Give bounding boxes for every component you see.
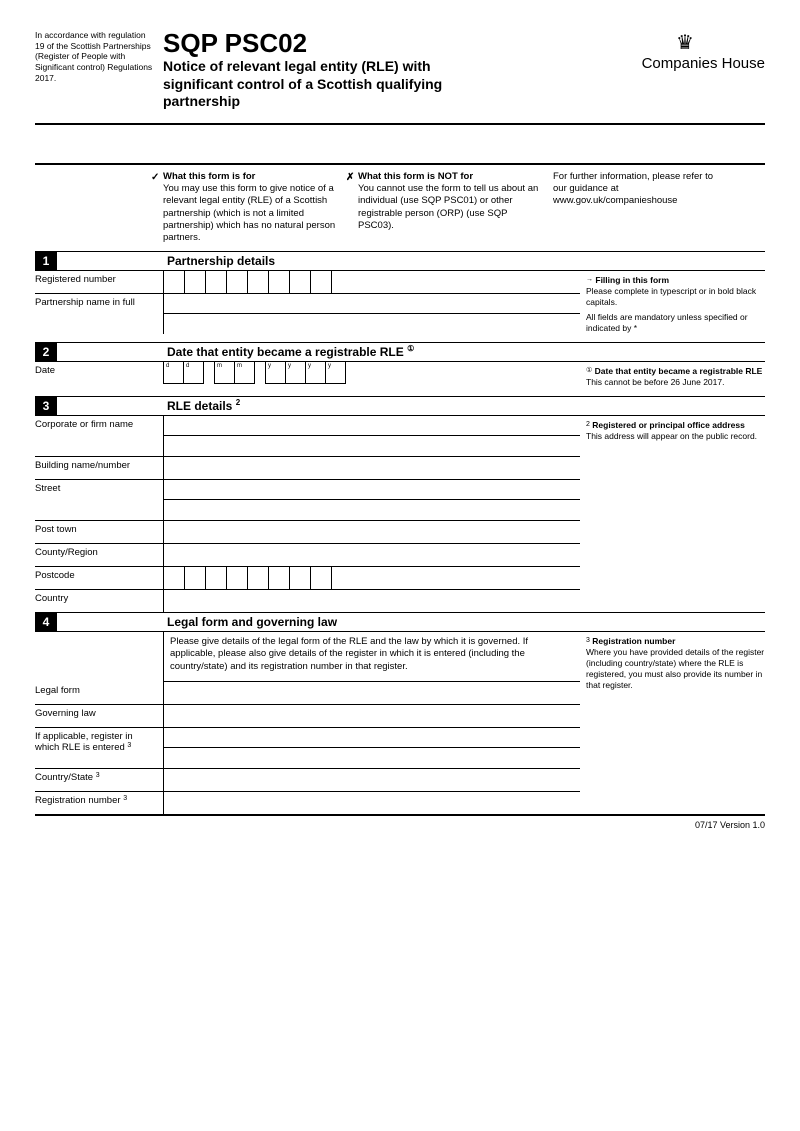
form-title: Notice of relevant legal entity (RLE) wi… — [163, 58, 463, 111]
regnumber-label: Registration number 3 — [35, 792, 163, 814]
partnership-name-label: Partnership name in full — [35, 294, 163, 334]
sup-3: 3 — [586, 637, 590, 644]
section-2-title: Date that entity became a registrable RL… — [163, 344, 765, 359]
note-title-4: Registration number — [592, 636, 675, 646]
info-not-for: ✗ What this form is NOT for You cannot u… — [358, 171, 553, 245]
section-2-num: 2 — [35, 343, 57, 361]
section-4-num: 4 — [35, 613, 57, 631]
info-for-body: You may use this form to give notice of … — [163, 183, 335, 243]
section-1-notes: → Filling in this formPlease complete in… — [580, 271, 765, 342]
section-4-notes: 3 Registration numberWhere you have prov… — [580, 632, 765, 814]
note-title-2: Date that entity became a registrable RL… — [595, 366, 763, 376]
note-title-3: Registered or principal office address — [592, 420, 745, 430]
gov-law-input[interactable] — [163, 705, 580, 727]
crown-icon: ♛ — [605, 30, 765, 55]
section-2-body: Date dd mm yyyy ① Date that entity becam… — [35, 362, 765, 397]
legal-form-input[interactable] — [163, 682, 580, 704]
section-3-title: RLE details 2 — [163, 398, 765, 413]
section-1-bar: 1 Partnership details — [35, 252, 765, 271]
county-input[interactable] — [163, 544, 580, 566]
section-4-body: Please give details of the legal form of… — [35, 632, 765, 814]
date-input[interactable]: dd mm yyyy — [163, 362, 580, 392]
section-3-bar: 3 RLE details 2 — [35, 397, 765, 416]
agency-block: ♛ Companies House — [605, 30, 765, 111]
section-3-body: Corporate or firm name Building name/num… — [35, 416, 765, 613]
register-label: If applicable, register in which RLE is … — [35, 728, 163, 768]
building-input[interactable] — [163, 457, 580, 479]
note-body-4: Where you have provided details of the r… — [586, 647, 764, 690]
postcode-label: Postcode — [35, 567, 163, 589]
note-body-3: This address will appear on the public r… — [586, 431, 757, 441]
regnumber-input[interactable] — [163, 792, 580, 814]
form-code: SQP PSC02 — [163, 30, 595, 56]
partnership-name-input[interactable] — [163, 294, 580, 334]
check-icon: ✓ — [151, 171, 159, 184]
reg-number-label: Registered number — [35, 271, 163, 293]
agency-name: Companies House — [605, 55, 765, 72]
note-body-1b: All fields are mandatory unless specifie… — [586, 312, 765, 334]
cross-icon: ✗ — [346, 171, 354, 184]
building-label: Building name/number — [35, 457, 163, 479]
country-state-label: Country/State 3 — [35, 769, 163, 791]
info-row: ✓ What this form is for You may use this… — [35, 165, 765, 252]
street-label: Street — [35, 480, 163, 520]
arrow-icon: → — [586, 276, 593, 283]
register-input[interactable] — [163, 728, 580, 768]
section-1-title: Partnership details — [163, 254, 765, 268]
section-3-notes: 2 Registered or principal office address… — [580, 416, 765, 612]
note-body-1a: Please complete in typescript or in bold… — [586, 286, 756, 307]
country-state-input[interactable] — [163, 769, 580, 791]
country-label: Country — [35, 590, 163, 612]
info-notfor-title: What this form is NOT for — [358, 171, 543, 183]
section-1-num: 1 — [35, 252, 57, 270]
info-notfor-body: You cannot use the form to tell us about… — [358, 183, 538, 231]
footer-version: 07/17 Version 1.0 — [35, 814, 765, 830]
note-body-2: This cannot be before 26 June 2017. — [586, 377, 724, 387]
section-2-bar: 2 Date that entity became a registrable … — [35, 343, 765, 362]
county-label: County/Region — [35, 544, 163, 566]
info-for-title: What this form is for — [163, 171, 348, 183]
legal-form-label: Legal form — [35, 682, 163, 704]
spacer — [35, 125, 765, 165]
sup-2: 2 — [586, 421, 590, 428]
title-block: SQP PSC02 Notice of relevant legal entit… — [163, 30, 595, 111]
note-title-1: Filling in this form — [595, 275, 669, 285]
gov-law-label: Governing law — [35, 705, 163, 727]
reg-number-input[interactable] — [163, 271, 580, 293]
section-4-title: Legal form and governing law — [163, 615, 765, 629]
info-further: For further information, please refer to… — [553, 171, 728, 245]
header: In accordance with regulation 19 of the … — [35, 30, 765, 125]
posttown-input[interactable] — [163, 521, 580, 543]
section-4-bar: 4 Legal form and governing law — [35, 613, 765, 632]
info-for: ✓ What this form is for You may use this… — [163, 171, 358, 245]
section-2-notes: ① Date that entity became a registrable … — [580, 362, 765, 396]
date-label: Date — [35, 362, 163, 392]
corp-name-label: Corporate or firm name — [35, 416, 163, 456]
section-3-num: 3 — [35, 397, 57, 415]
postcode-input[interactable] — [163, 567, 580, 589]
posttown-label: Post town — [35, 521, 163, 543]
corp-name-input[interactable] — [163, 416, 580, 456]
section-4-instruction: Please give details of the legal form of… — [163, 632, 580, 682]
country-input[interactable] — [163, 590, 580, 612]
section-1-body: Registered number Partnership name in fu… — [35, 271, 765, 343]
street-input[interactable] — [163, 480, 580, 520]
regulation-note: In accordance with regulation 19 of the … — [35, 30, 153, 111]
